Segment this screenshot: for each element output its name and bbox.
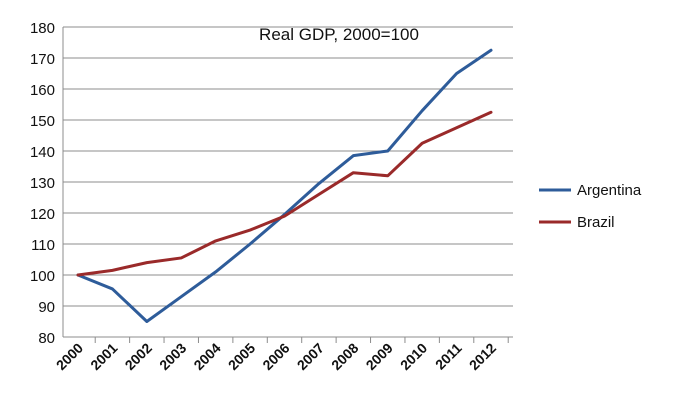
data-point-brazil xyxy=(283,215,286,218)
data-point-argentina xyxy=(421,109,424,112)
y-tick-label: 160 xyxy=(30,82,55,99)
data-point-brazil xyxy=(421,142,424,145)
data-point-brazil xyxy=(317,193,320,196)
data-point-brazil xyxy=(111,269,114,272)
data-point-brazil xyxy=(77,274,80,277)
data-point-argentina xyxy=(214,270,217,273)
data-point-brazil xyxy=(214,239,217,242)
data-point-argentina xyxy=(317,182,320,185)
y-tick-label: 180 xyxy=(30,20,55,37)
y-tick-label: 150 xyxy=(30,113,55,130)
data-point-brazil xyxy=(455,126,458,129)
data-point-argentina xyxy=(145,320,148,323)
data-point-brazil xyxy=(249,229,252,232)
data-point-argentina xyxy=(249,243,252,246)
data-point-argentina xyxy=(455,72,458,75)
y-tick-label: 120 xyxy=(30,206,55,223)
data-point-brazil xyxy=(352,171,355,174)
y-tick-label: 140 xyxy=(30,144,55,161)
gridlines xyxy=(63,26,513,338)
data-point-brazil xyxy=(145,261,148,264)
y-tick-label: 110 xyxy=(31,237,55,254)
y-tick-label: 80 xyxy=(38,330,55,347)
y-tick-label: 100 xyxy=(30,268,55,285)
series-lines xyxy=(76,48,493,323)
data-point-brazil xyxy=(386,174,389,177)
data-point-argentina xyxy=(386,150,389,153)
data-point-argentina xyxy=(352,154,355,157)
data-point-argentina xyxy=(180,295,183,298)
data-point-brazil xyxy=(180,256,183,259)
series-line-brazil xyxy=(76,110,493,277)
y-tick-label: 170 xyxy=(30,51,55,68)
y-tick-label: 130 xyxy=(30,175,55,192)
y-tick-label: 90 xyxy=(38,299,55,316)
data-point-brazil xyxy=(490,111,493,114)
legend-label: Argentina xyxy=(577,182,642,199)
data-point-argentina xyxy=(111,287,114,290)
chart-title: Real GDP, 2000=100 xyxy=(259,25,419,44)
legend-label: Brazil xyxy=(577,214,615,231)
legend: Argentina Brazil xyxy=(539,182,642,231)
data-point-argentina xyxy=(490,49,493,52)
